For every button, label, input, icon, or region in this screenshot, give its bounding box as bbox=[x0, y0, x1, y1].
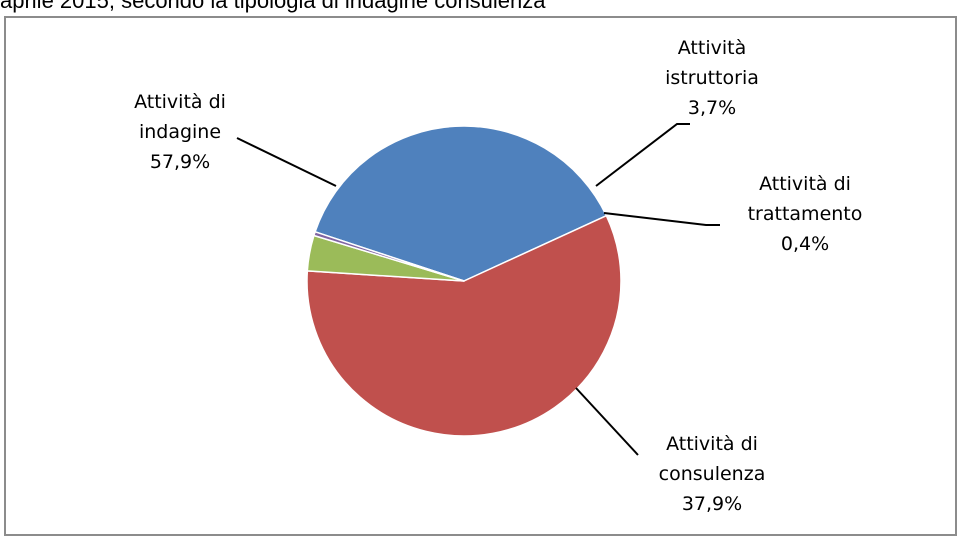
slice-label: Attività di indagine 57,9% bbox=[134, 91, 226, 173]
leader-line bbox=[603, 212, 720, 226]
slice-label-line: Attività di bbox=[759, 173, 851, 195]
leader-line bbox=[595, 123, 690, 187]
slice-label-line: consulenza bbox=[659, 463, 766, 485]
pie-slice bbox=[306, 214, 622, 437]
leader-line bbox=[575, 387, 639, 456]
pie-slices bbox=[306, 125, 622, 437]
top-caption: aprile 2015, secondo la tipologia di ind… bbox=[0, 0, 546, 13]
slice-label: Attività istruttoria 3,7% bbox=[665, 37, 759, 119]
leader-lines bbox=[236, 123, 720, 456]
slice-label-line: trattamento bbox=[748, 203, 863, 225]
pie-slice bbox=[313, 231, 465, 282]
slice-label-line: Attività bbox=[678, 37, 746, 59]
pie-slice bbox=[314, 125, 608, 282]
slice-label-line: Attività di bbox=[134, 91, 226, 113]
leader-line bbox=[236, 137, 337, 187]
slice-label-line: indagine bbox=[139, 121, 221, 143]
slice-percent: 37,9% bbox=[682, 493, 742, 515]
slice-percent: 3,7% bbox=[688, 97, 736, 119]
slice-percent: 0,4% bbox=[781, 233, 829, 255]
slice-label: Attività di consulenza 37,9% bbox=[659, 433, 766, 515]
slice-label-line: istruttoria bbox=[665, 67, 759, 89]
slice-percent: 57,9% bbox=[150, 151, 210, 173]
slice-labels: Attività di consulenza 37,9% Attività di ind… bbox=[134, 37, 862, 515]
slice-label: Attività di trattamento 0,4% bbox=[748, 173, 863, 255]
slice-label-line: Attività di bbox=[666, 433, 758, 455]
